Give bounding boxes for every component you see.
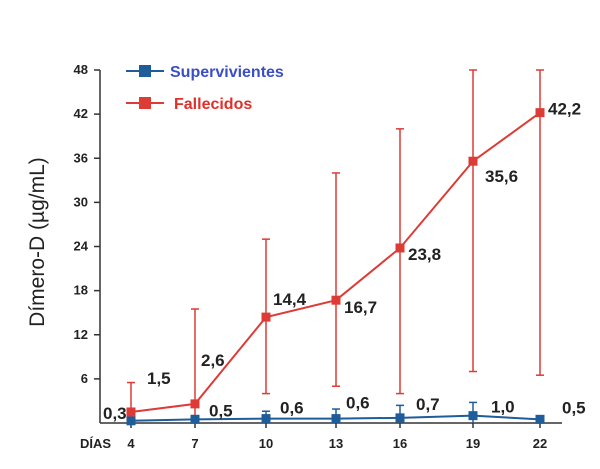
y-tick-label: 48 xyxy=(74,62,88,77)
data-point xyxy=(261,312,271,322)
legend-marker xyxy=(139,97,151,109)
series-markers xyxy=(126,108,545,426)
error-bar xyxy=(469,69,477,373)
x-tick-label: 16 xyxy=(393,436,407,451)
data-point xyxy=(331,414,341,424)
y-tick-label: 36 xyxy=(74,150,88,165)
data-label: 2,6 xyxy=(201,351,225,370)
axes: 6 12 18 24 30 36 42 48 4 7 10 13 16 19 22 DÍAS xyxy=(74,62,562,451)
data-label: 0,5 xyxy=(209,401,233,420)
data-label: 0,5 xyxy=(562,398,586,417)
data-label: 16,7 xyxy=(344,298,377,317)
y-axis-label: Dímero-D (µg/mL) xyxy=(26,157,49,327)
data-label: 0,3 xyxy=(103,404,127,423)
x-tick-label: 7 xyxy=(191,436,198,451)
data-point xyxy=(395,413,405,423)
x-tick-label: 4 xyxy=(127,436,135,451)
data-label: 42,2 xyxy=(548,100,581,119)
data-labels: 0,3 0,5 0,6 0,6 0,7 1,0 0,5 1,5 2,6 14,4 16,7 23,8 3… xyxy=(103,100,586,423)
error-bar xyxy=(396,128,404,395)
data-point xyxy=(190,414,200,424)
legend-entry: Supervivientes xyxy=(126,64,284,81)
legend: Supervivientes Fallecidos xyxy=(126,64,284,113)
x-tick-label: 13 xyxy=(329,436,343,451)
error-bar xyxy=(332,172,340,387)
legend-marker xyxy=(139,65,151,77)
data-label: 14,4 xyxy=(273,290,307,309)
data-label: 1,5 xyxy=(147,369,171,388)
data-label: 35,6 xyxy=(485,167,518,186)
data-label: 0,6 xyxy=(346,394,370,413)
y-tick-label: 42 xyxy=(74,106,88,121)
y-tick-label: 6 xyxy=(81,371,88,386)
x-tick-label: 22 xyxy=(533,436,547,451)
y-tick-label: 30 xyxy=(74,194,88,209)
data-label: 23,8 xyxy=(408,245,441,264)
data-point xyxy=(190,399,200,409)
data-point xyxy=(126,407,136,417)
x-tick-label: 10 xyxy=(259,436,273,451)
legend-label: Supervivientes xyxy=(170,64,284,81)
data-label: 1,0 xyxy=(491,398,515,417)
data-point xyxy=(535,414,545,424)
data-point xyxy=(468,411,478,421)
y-tick-label: 12 xyxy=(74,327,88,342)
data-point xyxy=(126,416,136,426)
data-label: 0,6 xyxy=(280,399,304,418)
error-bar xyxy=(536,69,544,376)
data-point xyxy=(395,243,405,253)
data-label: 0,7 xyxy=(416,395,440,414)
data-point xyxy=(535,108,545,118)
data-point xyxy=(331,295,341,305)
legend-label: Fallecidos xyxy=(174,96,252,113)
x-tick-label: 19 xyxy=(466,436,480,451)
data-point xyxy=(261,414,271,424)
y-tick-label: 24 xyxy=(74,239,89,254)
error-bars xyxy=(127,69,544,423)
data-point xyxy=(468,156,478,166)
legend-entry: Fallecidos xyxy=(126,96,252,113)
y-tick-label: 18 xyxy=(74,283,88,298)
x-axis-label: DÍAS xyxy=(80,436,111,451)
